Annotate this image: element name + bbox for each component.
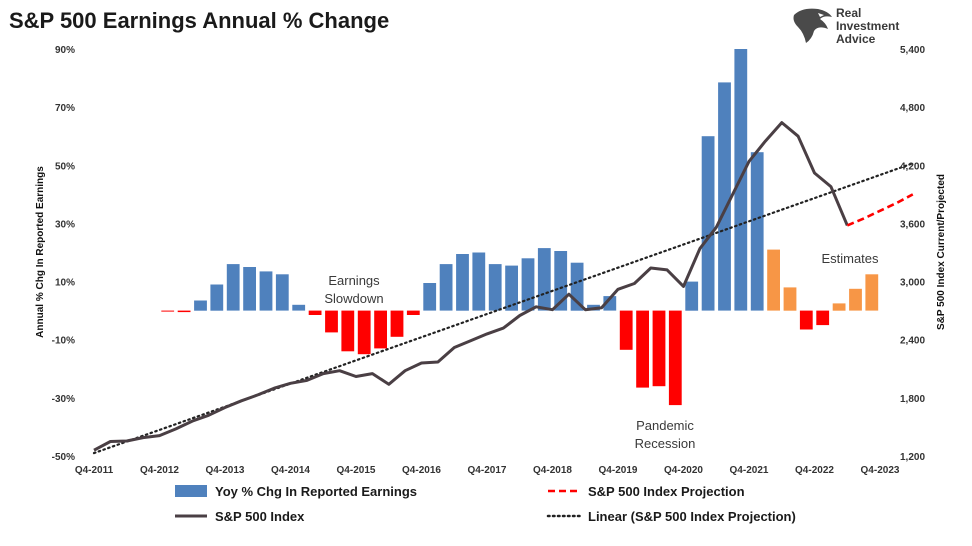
x-tick-label: Q4-2021 <box>730 465 769 476</box>
annotation-text: Estimates <box>821 251 879 266</box>
x-tick-label: Q4-2015 <box>337 465 376 476</box>
legend-group: Yoy % Chg In Reported Earnings S&P 500 In… <box>175 484 796 524</box>
bar-5 <box>177 310 191 313</box>
annotation-text: Pandemic <box>636 418 694 433</box>
annotations-group: Earnings Slowdown Pandemic Recession Estimat… <box>324 251 879 451</box>
y-left-tick-label: 50% <box>55 161 75 172</box>
bar-18 <box>390 310 404 337</box>
annotation-text: Recession <box>635 436 696 451</box>
bars-group <box>161 49 879 406</box>
x-tick-label: Q4-2012 <box>140 465 179 476</box>
y-left-tick-label: 70% <box>55 103 75 114</box>
logo-line-1: Real <box>836 6 862 20</box>
y-right-tick-label: 4,800 <box>900 103 925 114</box>
bar-45 <box>832 303 846 311</box>
chart-title: S&P 500 Earnings Annual % Change <box>9 8 390 33</box>
logo-text: Real Investment Advice <box>836 7 899 46</box>
bar-4 <box>161 310 175 312</box>
legend-label: S&P 500 Index Projection <box>588 484 745 499</box>
bar-8 <box>226 264 240 311</box>
x-tick-label: Q4-2020 <box>664 465 703 476</box>
bar-16 <box>357 310 371 355</box>
x-tick-label: Q4-2016 <box>402 465 441 476</box>
bar-41 <box>767 249 780 311</box>
bar-47 <box>865 274 879 311</box>
lines-group <box>92 121 914 455</box>
bar-28 <box>554 251 568 311</box>
y-right-tick-label: 1,200 <box>900 452 925 463</box>
bar-36 <box>685 281 699 311</box>
legend-swatch-bar <box>175 485 207 497</box>
bar-24 <box>488 264 502 311</box>
bar-35 <box>668 310 682 406</box>
x-tick-label: Q4-2014 <box>271 465 310 476</box>
eagle-head-icon <box>793 8 832 44</box>
y-right-tick-label: 3,000 <box>900 278 925 289</box>
bar-23 <box>472 252 486 311</box>
bar-42 <box>783 287 797 311</box>
bar-10 <box>259 271 273 311</box>
y-left-tick-label: 10% <box>55 278 75 289</box>
bar-43 <box>799 310 813 330</box>
x-tick-label: Q4-2013 <box>206 465 245 476</box>
x-tick-label: Q4-2017 <box>468 465 507 476</box>
bar-13 <box>308 310 322 315</box>
y-axis-left-label: Annual % Chg In Reported Earnings <box>35 166 46 338</box>
bar-7 <box>210 284 224 311</box>
bar-46 <box>849 288 862 311</box>
annotation-text: Slowdown <box>324 291 383 306</box>
bar-44 <box>816 310 830 326</box>
logo-line-3: Advice <box>836 32 876 46</box>
x-tick-label: Q4-2019 <box>599 465 638 476</box>
bar-31 <box>603 296 617 311</box>
bar-34 <box>652 310 666 387</box>
bar-32 <box>619 310 633 350</box>
bar-26 <box>521 258 535 311</box>
bar-14 <box>325 310 338 333</box>
bar-21 <box>439 264 453 311</box>
bar-22 <box>456 254 469 311</box>
bar-38 <box>718 82 731 311</box>
y-right-tick-label: 4,200 <box>900 161 925 172</box>
y-right-tick-label: 5,400 <box>900 45 925 56</box>
legend-label: Yoy % Chg In Reported Earnings <box>215 484 417 499</box>
legend-label: S&P 500 Index <box>215 509 305 524</box>
y-left-tick-label: 90% <box>55 45 75 56</box>
bar-20 <box>423 283 437 311</box>
bar-40 <box>750 152 764 311</box>
bar-19 <box>406 310 420 315</box>
bar-15 <box>341 310 355 352</box>
legend-label: Linear (S&P 500 Index Projection) <box>588 509 796 524</box>
bar-27 <box>537 248 551 311</box>
x-tick-label: Q4-2023 <box>861 465 900 476</box>
bar-25 <box>505 265 518 311</box>
sp500-projection-line <box>846 193 914 227</box>
y-axis-right-label: S&P 500 Index Current/Projected <box>936 174 947 330</box>
bar-37 <box>701 136 715 311</box>
logo-eagle-icon <box>793 8 832 44</box>
bar-9 <box>243 267 256 311</box>
sp500-index-line <box>93 121 849 452</box>
bar-17 <box>374 310 387 349</box>
y-right-tick-label: 2,400 <box>900 336 925 347</box>
y-right-tick-label: 3,600 <box>900 219 925 230</box>
ticks-group: 90% 70% 50% 30% 10% -10% -30% -50% 5,400 4,800 4,2… <box>52 45 926 476</box>
y-left-tick-label: 30% <box>55 219 75 230</box>
bar-33 <box>636 310 649 388</box>
y-left-tick-label: -30% <box>52 394 75 405</box>
bar-12 <box>292 304 306 311</box>
x-tick-label: Q4-2022 <box>795 465 834 476</box>
annotation-text: Earnings <box>328 273 380 288</box>
bar-11 <box>275 274 289 311</box>
bar-6 <box>194 300 207 311</box>
y-left-tick-label: -50% <box>52 452 75 463</box>
x-tick-label: Q4-2011 <box>75 465 114 476</box>
x-tick-label: Q4-2018 <box>533 465 572 476</box>
logo-line-2: Investment <box>836 19 900 33</box>
y-right-tick-label: 1,800 <box>900 394 925 405</box>
y-left-tick-label: -10% <box>52 336 75 347</box>
